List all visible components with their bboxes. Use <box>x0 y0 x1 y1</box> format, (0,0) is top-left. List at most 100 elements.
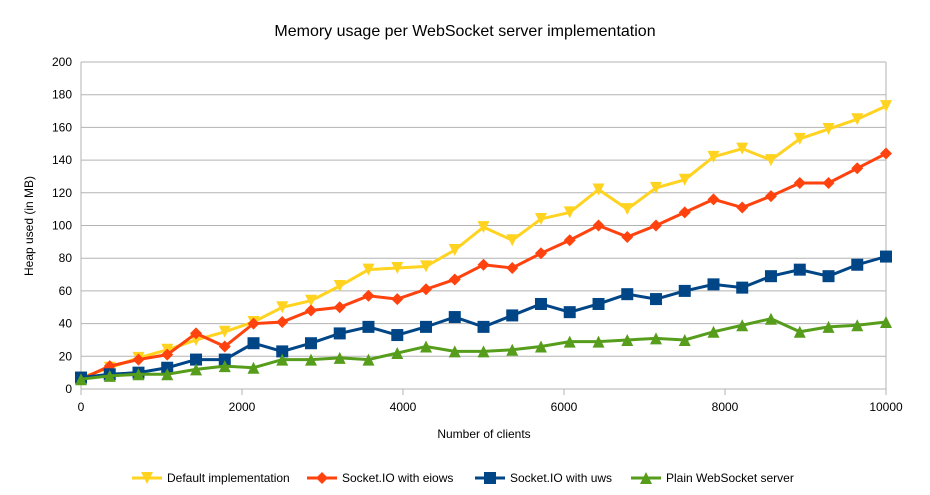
x-tick-label: 2000 <box>229 400 256 414</box>
legend-label: Socket.IO with uws <box>510 471 612 485</box>
data-point <box>448 244 461 257</box>
data-point <box>563 306 576 319</box>
data-point <box>563 234 576 247</box>
data-point <box>621 288 634 301</box>
data-point <box>506 234 519 247</box>
data-point <box>190 327 203 340</box>
data-point <box>161 368 174 381</box>
data-point <box>736 281 749 294</box>
chart-title: Memory usage per WebSocket server implem… <box>274 23 655 40</box>
data-point <box>851 113 864 126</box>
data-point <box>391 329 404 342</box>
data-point <box>880 250 892 263</box>
data-point <box>477 345 490 358</box>
data-point <box>477 320 490 333</box>
data-point <box>391 262 404 275</box>
legend-marker <box>316 472 328 484</box>
data-point <box>304 337 317 350</box>
data-point <box>247 317 260 330</box>
data-point <box>793 325 806 338</box>
data-point <box>506 309 519 322</box>
data-point <box>764 270 777 283</box>
y-tick-label: 200 <box>52 55 72 69</box>
data-point <box>506 262 519 275</box>
data-point <box>362 289 375 302</box>
data-point <box>333 279 346 292</box>
data-point <box>218 353 231 366</box>
data-point <box>678 206 691 219</box>
data-point <box>563 206 576 219</box>
y-tick-label: 160 <box>52 120 72 134</box>
data-point <box>764 312 777 325</box>
y-tick-label: 140 <box>52 153 72 167</box>
y-axis-label: Heap used (in MB) <box>22 176 36 276</box>
data-point <box>621 333 634 346</box>
data-point <box>764 154 777 167</box>
x-tick-label: 4000 <box>390 400 417 414</box>
data-point <box>822 176 835 189</box>
data-point <box>851 319 864 332</box>
data-point <box>592 183 605 196</box>
data-point <box>707 278 720 291</box>
data-point <box>304 304 317 317</box>
data-point <box>534 340 547 353</box>
data-point <box>793 176 806 189</box>
data-point <box>822 320 835 333</box>
data-point <box>362 353 375 366</box>
data-point <box>822 123 835 136</box>
x-axis-label: Number of clients <box>437 427 530 441</box>
data-point <box>362 263 375 276</box>
data-point <box>333 301 346 314</box>
data-point <box>391 347 404 360</box>
data-point <box>276 301 289 314</box>
legend-label: Plain WebSocket server <box>666 471 794 485</box>
data-point <box>621 230 634 243</box>
data-point <box>161 348 174 361</box>
data-point <box>448 345 461 358</box>
y-tick-label: 60 <box>59 284 73 298</box>
data-point <box>276 345 289 358</box>
data-point <box>247 337 260 350</box>
x-tick-label: 10000 <box>869 400 903 414</box>
data-point <box>793 132 806 145</box>
data-point <box>190 363 203 376</box>
legend-marker <box>640 472 652 484</box>
data-point <box>621 203 634 216</box>
data-point <box>218 325 231 338</box>
data-point <box>650 219 663 232</box>
data-point <box>420 260 433 273</box>
data-point <box>276 315 289 328</box>
y-tick-label: 40 <box>59 317 73 331</box>
data-point <box>650 293 663 306</box>
data-point <box>448 311 461 324</box>
y-tick-label: 20 <box>59 349 73 363</box>
data-point <box>592 297 605 310</box>
data-point <box>880 147 892 160</box>
legend-marker <box>484 472 496 484</box>
data-point <box>851 162 864 175</box>
x-tick-label: 6000 <box>551 400 578 414</box>
y-tick-label: 180 <box>52 88 72 102</box>
data-point <box>333 351 346 364</box>
data-point <box>736 319 749 332</box>
data-point <box>678 173 691 186</box>
data-point <box>304 353 317 366</box>
y-tick-label: 120 <box>52 186 72 200</box>
data-point <box>592 219 605 232</box>
data-point <box>333 327 346 340</box>
data-point <box>707 325 720 338</box>
data-point <box>707 150 720 163</box>
data-point <box>477 221 490 234</box>
data-point <box>218 360 231 373</box>
data-point <box>650 181 663 194</box>
data-point <box>75 373 87 386</box>
data-point <box>880 315 892 328</box>
y-tick-label: 100 <box>52 219 72 233</box>
data-point <box>678 284 691 297</box>
data-point <box>736 201 749 214</box>
data-point <box>161 361 174 374</box>
y-tick-label: 80 <box>59 251 73 265</box>
data-point <box>793 263 806 276</box>
